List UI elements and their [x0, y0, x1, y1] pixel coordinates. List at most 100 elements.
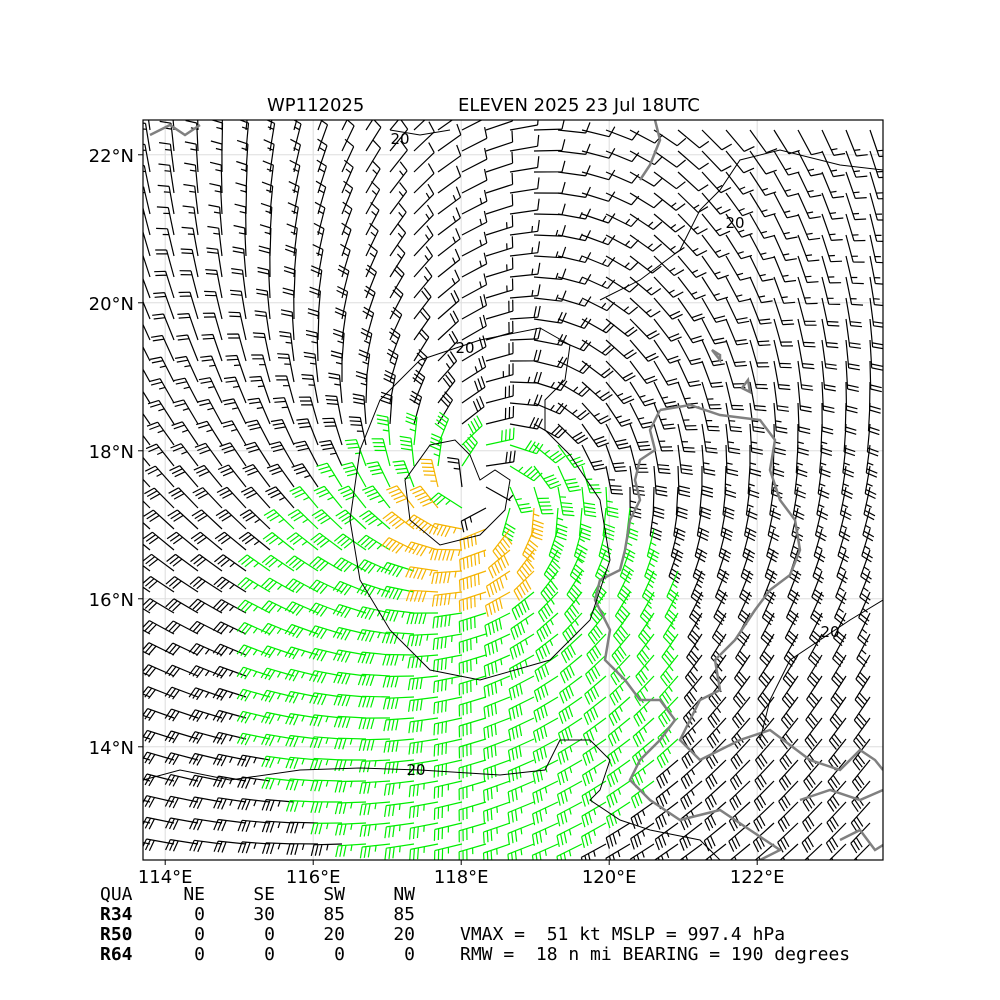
wind-barb	[143, 799, 151, 803]
wind-barb	[629, 402, 654, 429]
wind-barb	[154, 270, 175, 299]
wind-barb	[328, 372, 343, 404]
wind-barb	[461, 395, 485, 425]
wind-barb	[654, 822, 679, 851]
wind-barb	[190, 531, 223, 551]
wind-barb	[231, 268, 247, 299]
wind-barb	[509, 465, 543, 482]
wind-barb	[408, 801, 439, 819]
wind-barb	[749, 297, 772, 325]
wind-barb	[760, 612, 775, 647]
wind-barb	[605, 129, 640, 141]
wind-barb	[165, 576, 199, 593]
wind-barb	[581, 759, 607, 787]
wind-barb	[532, 759, 559, 784]
wind-barb	[509, 241, 541, 257]
wind-barb	[581, 339, 615, 356]
wind-barb	[333, 557, 367, 573]
wind-barb	[389, 203, 407, 236]
wind-barb	[864, 465, 877, 500]
wind-barb	[212, 709, 247, 723]
wind-barb	[171, 421, 199, 446]
wind-barb	[758, 654, 775, 688]
wind-barb	[143, 143, 151, 173]
wind-barb	[718, 528, 732, 563]
wind-barb	[773, 318, 794, 347]
wind-barb	[312, 244, 324, 278]
wind-barb	[430, 548, 463, 561]
wind-barb	[458, 780, 487, 801]
wind-barb	[865, 444, 878, 478]
wind-barb	[143, 729, 175, 743]
wind-barb	[483, 654, 511, 678]
wind-barb	[365, 201, 380, 236]
wind-barb	[680, 759, 703, 790]
wind-barb	[701, 192, 731, 215]
wind-barb	[143, 820, 151, 824]
wind-barb	[533, 203, 566, 216]
table-cell: 0	[404, 944, 415, 965]
wind-barb	[677, 402, 698, 431]
wind-barb	[209, 183, 223, 215]
wind-barb	[458, 591, 487, 613]
wind-barb	[653, 150, 686, 168]
wind-barb	[159, 142, 175, 173]
wind-barb	[413, 183, 435, 215]
y-tick-label: 16°N	[89, 590, 134, 611]
wind-barb	[389, 265, 405, 299]
wind-barb	[730, 738, 751, 770]
wind-barb	[437, 186, 462, 215]
wind-barb	[413, 246, 434, 278]
wind-barb	[701, 465, 714, 498]
wind-barb	[285, 734, 319, 748]
table-cell: R50	[100, 924, 133, 945]
wind-barb	[532, 780, 559, 805]
wind-barb	[507, 843, 535, 860]
wind-barb	[821, 276, 841, 305]
wind-barb	[630, 780, 655, 809]
wind-barb	[555, 507, 568, 541]
wind-barb	[725, 213, 753, 238]
wind-barb	[144, 465, 175, 488]
wind-barb	[707, 696, 727, 729]
wind-barb	[188, 709, 223, 723]
wind-barb	[386, 485, 415, 509]
wind-barb	[662, 612, 679, 646]
wind-barb	[845, 213, 866, 242]
wind-barb	[749, 381, 767, 412]
wind-barb	[749, 423, 764, 455]
wind-barb	[611, 633, 631, 666]
wind-barb	[802, 780, 823, 812]
wind-barb	[164, 642, 199, 656]
wind-barb	[680, 780, 703, 810]
table-cell: 0	[194, 924, 205, 945]
wind-barb	[851, 780, 871, 813]
wind-barb	[155, 249, 175, 278]
wind-barb	[632, 717, 655, 748]
wind-barb	[845, 318, 862, 349]
wind-barb	[310, 779, 343, 792]
wind-barb	[821, 129, 846, 156]
wind-barb	[236, 160, 248, 194]
wind-barb	[509, 177, 540, 194]
wind-barb	[143, 686, 175, 700]
wind-barb	[534, 654, 559, 682]
wind-barb	[332, 649, 367, 663]
wind-barb	[821, 171, 845, 199]
wind-barb	[578, 507, 592, 541]
wind-barb	[214, 531, 247, 551]
wind-barb	[629, 213, 663, 230]
wind-barb	[234, 203, 247, 236]
wind-barb	[557, 339, 592, 352]
wind-barb	[677, 339, 703, 366]
wind-barb	[434, 411, 450, 446]
wind-barb	[290, 138, 301, 173]
wind-barb	[639, 591, 655, 625]
wind-barb	[216, 486, 247, 509]
wind-barb	[677, 276, 706, 300]
wind-barb	[556, 780, 583, 806]
table-cell: 0	[194, 944, 205, 965]
wind-barb	[581, 169, 616, 181]
wind-barb	[773, 360, 791, 391]
wind-barb	[165, 598, 199, 614]
